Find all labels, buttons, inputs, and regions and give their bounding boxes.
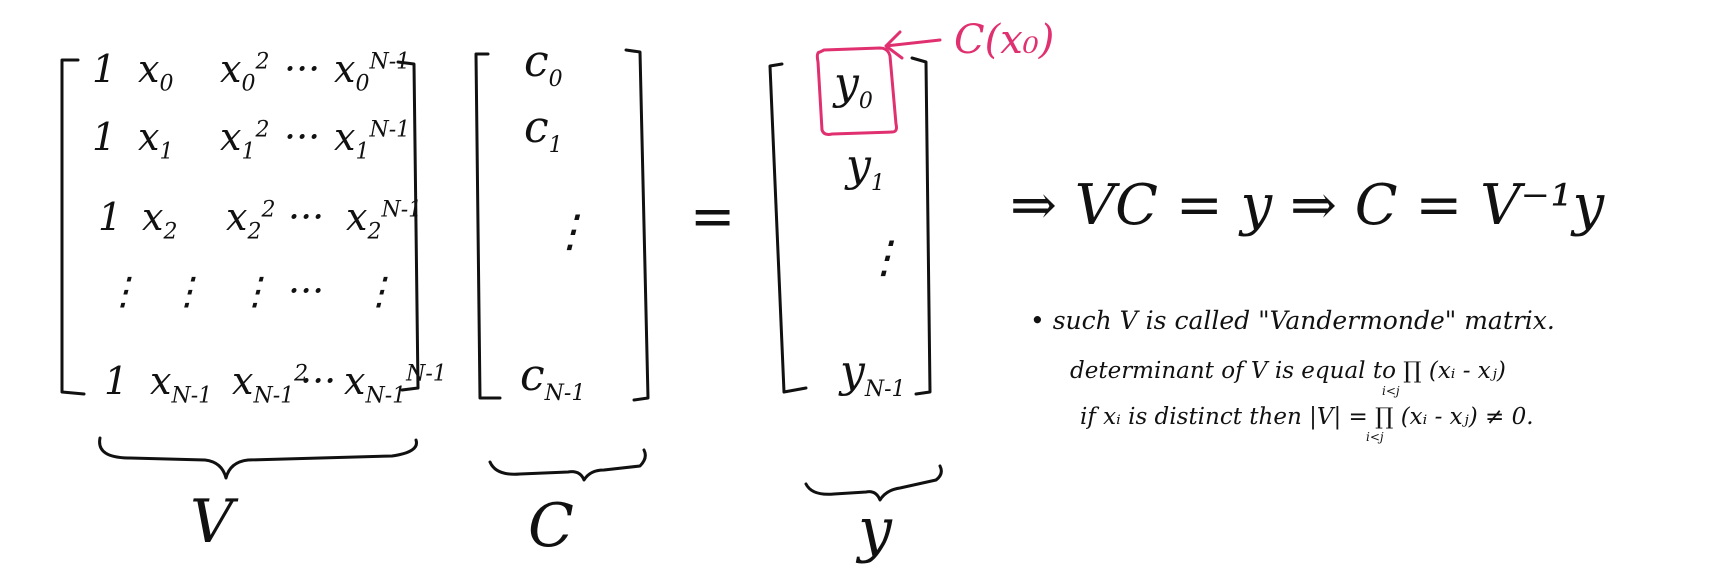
v-cell: 1	[104, 359, 129, 403]
y-entry: yN-1	[840, 346, 906, 402]
y-entry: y0	[834, 58, 873, 114]
v-cell: x2N-1	[346, 195, 423, 245]
annotation-label: C(x₀)	[954, 17, 1055, 63]
y-entry: ⋮	[862, 232, 906, 283]
label-c: C	[528, 491, 574, 561]
note-distinct: if xᵢ is distinct then |V| = ∏ (xᵢ - xⱼ)…	[1080, 404, 1534, 430]
v-cell: ···	[288, 269, 325, 313]
c-entry: c0	[524, 36, 563, 92]
annotation-arrow	[884, 30, 942, 60]
vector-y-left-bracket	[768, 62, 808, 394]
equals-sign: =	[690, 185, 736, 248]
v-cell: x02	[220, 47, 270, 97]
v-cell: x0N-1	[334, 47, 411, 97]
c-entry: cN-1	[520, 350, 586, 406]
v-cell: ⋮	[168, 269, 206, 313]
v-cell: xN-1	[150, 359, 213, 409]
v-cell: ⋮	[236, 269, 274, 313]
matrix-v-right-bracket	[396, 60, 420, 392]
label-y: y	[858, 495, 892, 565]
y-entry: y1	[846, 140, 885, 196]
v-cell: ⋮	[104, 269, 142, 313]
v-cell: 1	[98, 195, 123, 239]
matrix-v-left-bracket	[60, 58, 86, 396]
product-index: i<j	[1366, 430, 1384, 444]
v-cell: ⋮	[360, 269, 398, 313]
v-cell: x2	[142, 195, 178, 245]
derivation: ⇒ VC = y ⇒ C = V⁻¹y	[1010, 173, 1605, 238]
v-cell: xN-1N-1	[344, 359, 447, 409]
v-cell: x12	[220, 115, 270, 165]
v-cell: 1	[92, 47, 117, 91]
v-cell: x0	[138, 47, 174, 97]
v-cell: 1	[92, 115, 117, 159]
vector-c-right-bracket	[624, 48, 650, 402]
y0-highlight-box	[815, 46, 898, 136]
v-cell: ···	[284, 47, 321, 91]
c-entry: c1	[524, 102, 563, 158]
v-cell: ···	[284, 115, 321, 159]
v-cell: ···	[300, 359, 337, 403]
label-v: V	[190, 487, 234, 557]
vector-y-right-bracket	[910, 56, 932, 396]
v-cell: x1N-1	[334, 115, 411, 165]
product-index: i<j	[1382, 384, 1400, 398]
note-determinant: determinant of V is equal to ∏ (xᵢ - xⱼ)	[1070, 358, 1506, 384]
note-vandermonde: • such V is called "Vandermonde" matrix.	[1030, 306, 1555, 335]
v-cell: x22	[226, 195, 276, 245]
matrix-v-underbrace	[98, 436, 418, 480]
vector-y-underbrace	[804, 464, 943, 502]
vector-c-left-bracket	[474, 52, 502, 400]
v-cell: x1	[138, 115, 174, 165]
v-cell: xN-12	[232, 359, 309, 409]
vector-c-underbrace	[488, 448, 647, 482]
v-cell: ···	[288, 195, 325, 239]
c-entry: ⋮	[548, 206, 592, 257]
